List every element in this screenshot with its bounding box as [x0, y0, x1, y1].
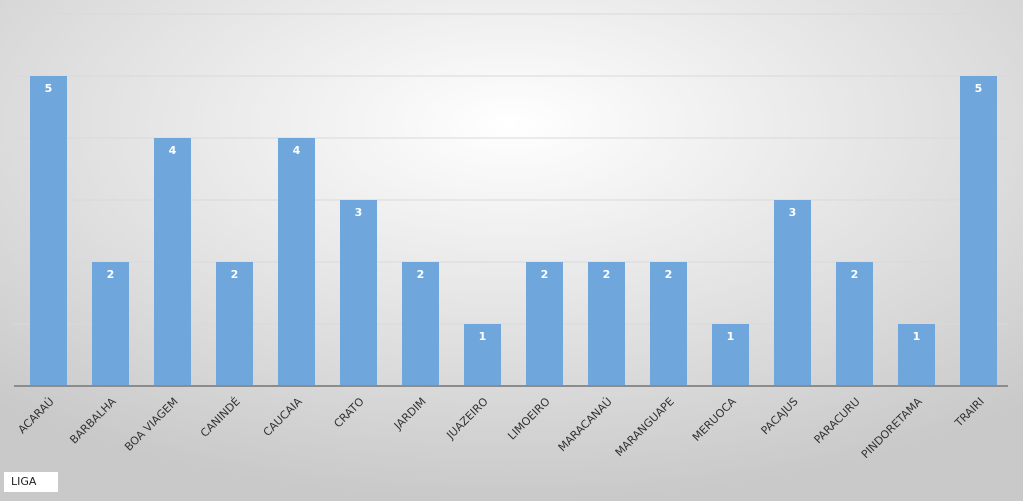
data-label: 5: [975, 82, 983, 95]
bar: [526, 262, 563, 386]
legend-label: LIGA: [11, 475, 37, 488]
data-label: 2: [541, 268, 549, 281]
data-label: 2: [851, 268, 859, 281]
bar: [278, 138, 315, 386]
data-label: 3: [355, 206, 363, 219]
bar: [650, 262, 687, 386]
bar: [340, 200, 377, 386]
data-label: 1: [479, 330, 487, 343]
bar: [216, 262, 253, 386]
data-label: 3: [789, 206, 797, 219]
legend-box: [4, 472, 58, 492]
data-label: 2: [417, 268, 425, 281]
bar: [464, 324, 501, 386]
data-label: 2: [603, 268, 611, 281]
bar: [588, 262, 625, 386]
bar: [154, 138, 191, 386]
bar: [960, 76, 997, 386]
data-label: 5: [45, 82, 53, 95]
bar: [402, 262, 439, 386]
bar: [836, 262, 873, 386]
bar: [92, 262, 129, 386]
data-label: 4: [293, 144, 301, 157]
data-label: 1: [727, 330, 735, 343]
bar: [774, 200, 811, 386]
data-label: 4: [169, 144, 177, 157]
data-label: 2: [665, 268, 673, 281]
data-label: 2: [107, 268, 115, 281]
bar: [712, 324, 749, 386]
bar: [30, 76, 67, 386]
data-label: 1: [913, 330, 921, 343]
bar: [898, 324, 935, 386]
data-label: 2: [231, 268, 239, 281]
